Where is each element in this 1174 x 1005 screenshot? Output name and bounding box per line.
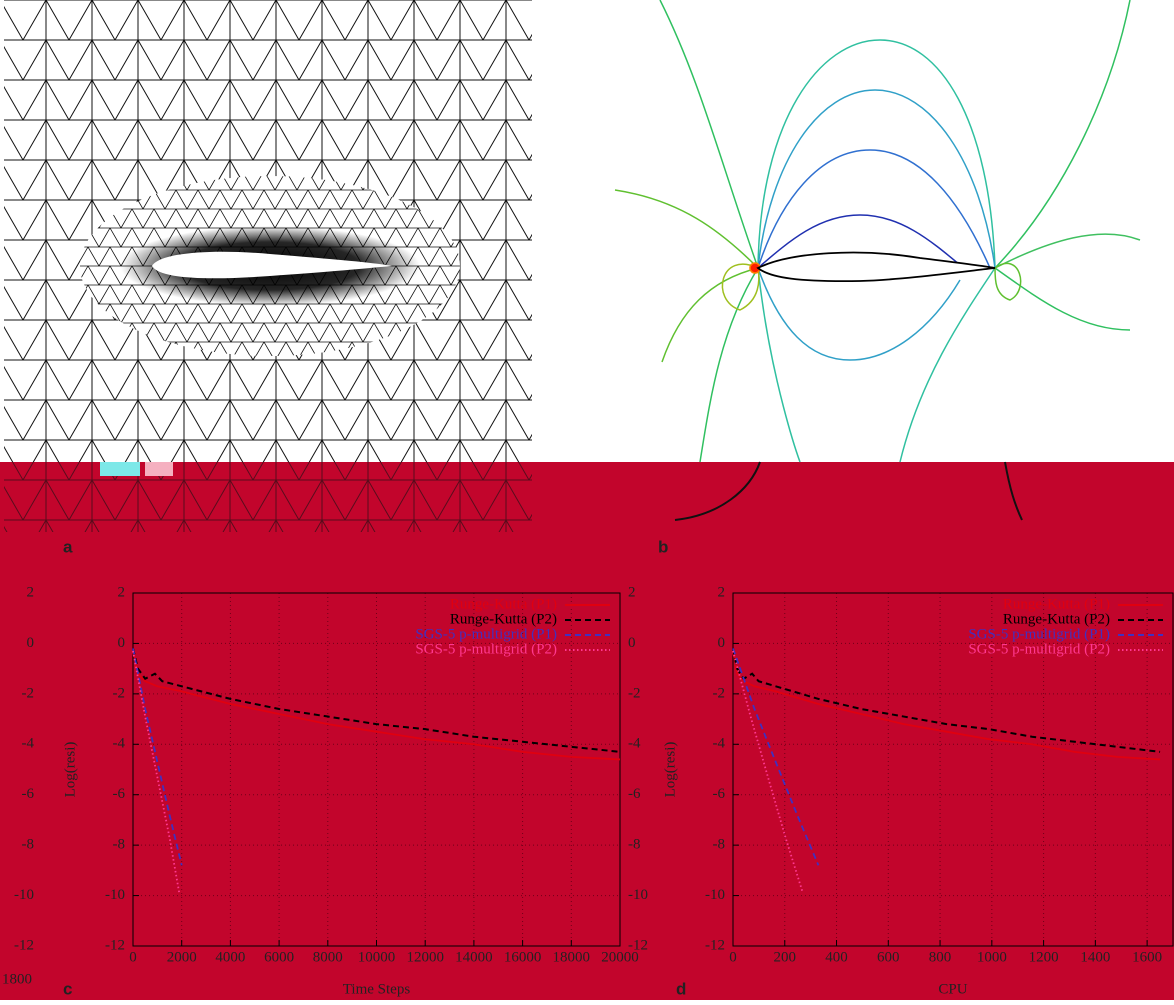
x-tick-label: 1800 bbox=[2, 971, 32, 987]
x-tick-label: 400 bbox=[825, 949, 848, 965]
legend-label: Runge-Kutta (P2) bbox=[450, 611, 557, 627]
panel-label: b bbox=[658, 537, 668, 556]
y-tick-label: -6 bbox=[113, 786, 126, 802]
y-tick-label-right: -6 bbox=[628, 786, 641, 802]
y-tick-label: -4 bbox=[113, 736, 126, 752]
page: a b c d 20-2-4-6-8-10-1218002200-2-2-4-4… bbox=[0, 0, 1174, 1000]
y-axis-label: Log(resi) bbox=[662, 742, 678, 798]
y-tick-label-right: -8 bbox=[628, 837, 641, 853]
y-tick-label: 0 bbox=[718, 635, 726, 651]
y-tick-label: -12 bbox=[705, 937, 725, 953]
x-tick-label: 1400 bbox=[1080, 949, 1110, 965]
y-tick-label: 2 bbox=[718, 584, 726, 600]
mesh-overflow bbox=[4, 462, 532, 532]
y-tick-label: -4 bbox=[22, 736, 35, 752]
y-tick-label: 0 bbox=[118, 635, 126, 651]
x-tick-label: 1000 bbox=[977, 949, 1007, 965]
mesh-panel bbox=[4, 0, 532, 532]
y-tick-label: 2 bbox=[118, 584, 126, 600]
y-tick-label: -2 bbox=[713, 685, 726, 701]
y-tick-label: -10 bbox=[14, 887, 34, 903]
x-tick-label: 200 bbox=[774, 949, 797, 965]
artifact bbox=[145, 462, 173, 476]
legend-label: SGS-5 p-multigrid (P2) bbox=[415, 641, 557, 657]
y-tick-label-right: -10 bbox=[628, 887, 648, 903]
x-tick-label: 10000 bbox=[358, 949, 396, 965]
x-tick-label: 16000 bbox=[504, 949, 542, 965]
x-tick-label: 0 bbox=[129, 949, 137, 965]
x-axis-label: Time Steps bbox=[343, 981, 411, 997]
artifact bbox=[100, 462, 140, 476]
y-tick-label: 2 bbox=[27, 584, 35, 600]
panel-label: c bbox=[63, 979, 72, 998]
legend-label: SGS-5 p-multigrid (P1) bbox=[415, 626, 557, 642]
x-tick-label: 1600 bbox=[1132, 949, 1162, 965]
y-tick-label: -12 bbox=[14, 937, 34, 953]
x-tick-label: 12000 bbox=[406, 949, 444, 965]
x-tick-label: 14000 bbox=[455, 949, 493, 965]
y-tick-label: -10 bbox=[105, 887, 125, 903]
y-tick-label: -6 bbox=[713, 786, 726, 802]
y-tick-label: -2 bbox=[22, 685, 35, 701]
y-tick-label-right: -4 bbox=[628, 736, 641, 752]
y-tick-label-right: 0 bbox=[628, 635, 636, 651]
legend-label: SGS-5 p-multigrid (P2) bbox=[968, 641, 1110, 657]
y-tick-label: -6 bbox=[22, 786, 35, 802]
y-tick-label: -8 bbox=[713, 837, 726, 853]
x-axis-label: CPU bbox=[938, 981, 967, 997]
y-tick-label: -12 bbox=[105, 937, 125, 953]
y-tick-label: -2 bbox=[113, 685, 126, 701]
y-tick-label: -4 bbox=[713, 736, 726, 752]
panel-label: a bbox=[63, 537, 73, 556]
x-tick-label: 4000 bbox=[215, 949, 245, 965]
y-tick-label: -8 bbox=[113, 837, 126, 853]
y-tick-label: 0 bbox=[27, 635, 35, 651]
x-tick-label: 6000 bbox=[264, 949, 294, 965]
x-tick-label: 2000 bbox=[167, 949, 197, 965]
y-tick-label: -10 bbox=[705, 887, 725, 903]
x-tick-label: 600 bbox=[877, 949, 900, 965]
legend-label: Runge-Kutta (P2) bbox=[1003, 611, 1110, 627]
legend-label: Runge-Kutta (P1) bbox=[450, 596, 557, 612]
x-tick-label: 8000 bbox=[313, 949, 343, 965]
x-tick-label: 0 bbox=[729, 949, 737, 965]
x-tick-label: 18000 bbox=[553, 949, 591, 965]
y-tick-label-right: 2 bbox=[628, 584, 636, 600]
x-tick-label: 20000 bbox=[601, 949, 639, 965]
x-tick-label: 800 bbox=[929, 949, 952, 965]
figure: a b c d 20-2-4-6-8-10-1218002200-2-2-4-4… bbox=[0, 0, 1174, 1000]
x-tick-label: 1200 bbox=[1029, 949, 1059, 965]
y-axis-label: Log(resi) bbox=[62, 742, 78, 798]
legend-label: SGS-5 p-multigrid (P1) bbox=[968, 626, 1110, 642]
y-tick-label-right: -2 bbox=[628, 685, 641, 701]
panel-label: d bbox=[676, 979, 686, 998]
legend-label: Runge-Kutta (P1) bbox=[1003, 596, 1110, 612]
y-tick-label: -8 bbox=[22, 837, 35, 853]
